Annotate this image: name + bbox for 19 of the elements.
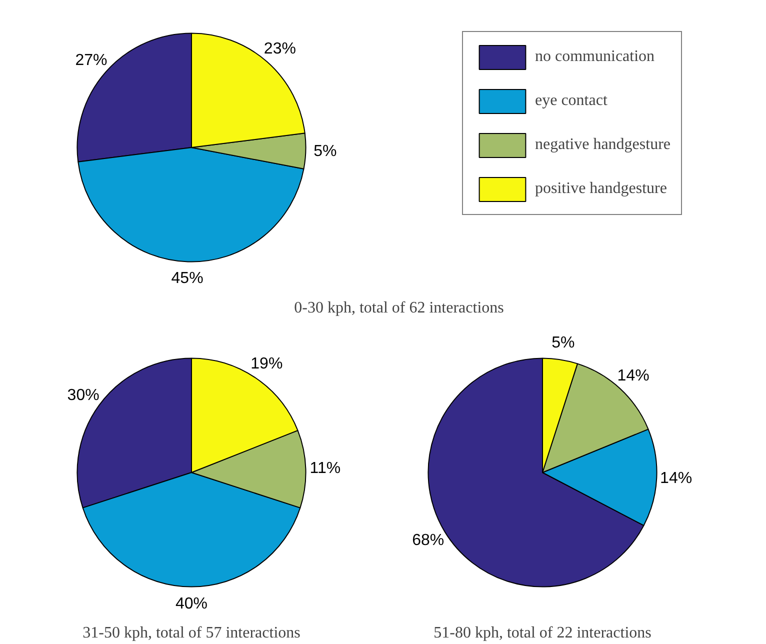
text: 51-80 kph, total of 22 interactions [434, 624, 652, 642]
legend-label: no communication [535, 48, 655, 66]
data-label: 5% [552, 334, 575, 352]
legend-label: eye contact [535, 92, 608, 110]
text: 0-30 kph, total of 62 interactions [294, 300, 504, 316]
data-label: 5% [314, 143, 337, 160]
data-label: 40% [175, 595, 208, 612]
data-label: 14% [617, 368, 650, 385]
data-label: 14% [660, 470, 692, 488]
data-label: 45% [171, 270, 204, 288]
data-label: 68% [412, 532, 444, 549]
legend-label: positive handgesture [535, 180, 667, 198]
data-label: 11% [310, 460, 341, 477]
data-label: 23% [264, 40, 296, 58]
data-label: 27% [75, 52, 108, 70]
text: 31-50 kph, total of 57 interactions [82, 624, 300, 642]
legend-label: negative handgesture [535, 136, 670, 154]
data-label: 30% [67, 386, 100, 404]
data-label: 19% [250, 355, 283, 372]
